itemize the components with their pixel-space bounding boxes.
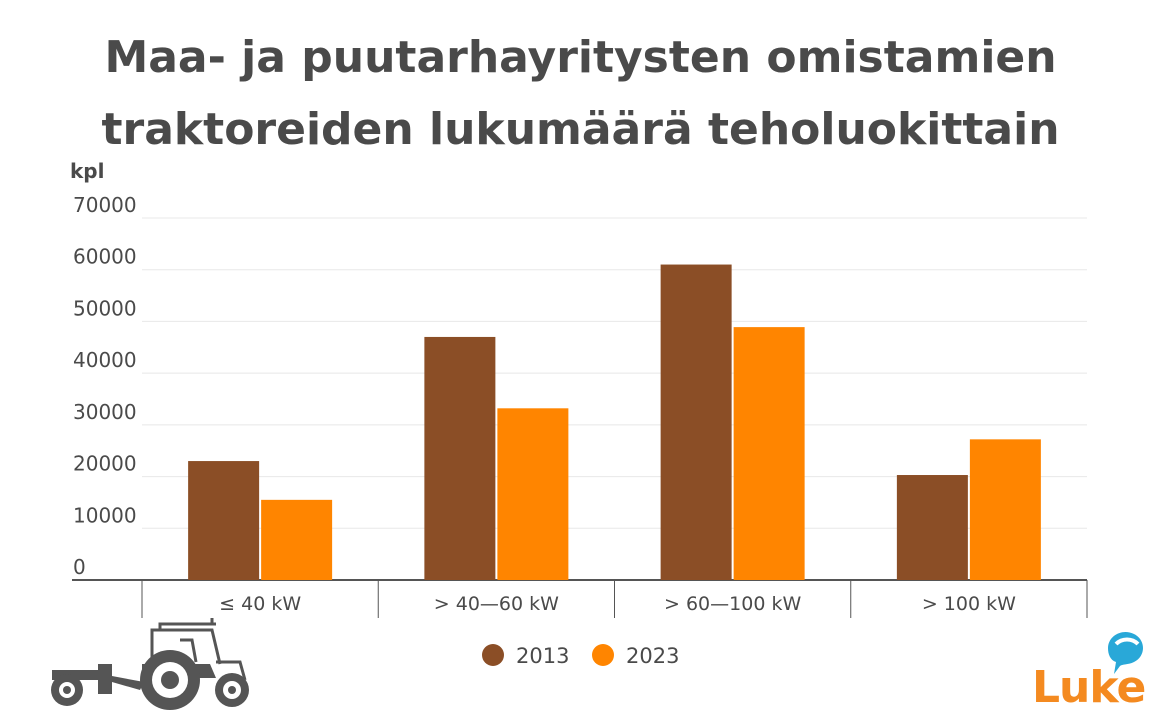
bar-2023 — [261, 499, 333, 580]
y-tick-label: 40000 — [73, 348, 137, 372]
luke-logo-icon — [1108, 631, 1143, 674]
legend-marker-2023 — [592, 644, 614, 666]
legend-marker-2013 — [482, 644, 504, 666]
x-tick-label: > 60—100 kW — [664, 593, 801, 615]
y-tick-label: 60000 — [73, 245, 137, 269]
x-tick-label: > 40—60 kW — [434, 593, 559, 615]
y-tick-label: 0 — [73, 555, 86, 579]
y-axis-label: kpl — [70, 159, 104, 183]
y-tick-label: 10000 — [73, 503, 137, 527]
bar-2023 — [497, 408, 569, 580]
bar-2013 — [660, 264, 732, 580]
bar-2023 — [733, 327, 805, 580]
y-tick-label: 70000 — [73, 193, 137, 217]
chart-title-line1: Maa- ja puutarhayritysten omistamien — [104, 32, 1057, 83]
y-tick-label: 30000 — [73, 400, 137, 424]
chart-title-line2: traktoreiden lukumäärä teholuokittain — [101, 104, 1060, 155]
bar-2013 — [424, 336, 496, 580]
legend-label-2013: 2013 — [516, 644, 569, 668]
x-tick-label: ≤ 40 kW — [219, 593, 301, 615]
luke-logo-text: Luke — [1032, 662, 1146, 713]
y-tick-label: 20000 — [73, 452, 137, 476]
chart-title: Maa- ja puutarhayritysten omistamien tra… — [0, 22, 1161, 166]
x-tick-label: > 100 kW — [922, 593, 1016, 615]
y-tick-label: 50000 — [73, 296, 137, 320]
bar-2013 — [188, 461, 260, 580]
tractor-icon — [51, 618, 249, 710]
legend-label-2023: 2023 — [626, 644, 679, 668]
bar-2013 — [896, 475, 968, 580]
bar-2023 — [969, 439, 1041, 580]
